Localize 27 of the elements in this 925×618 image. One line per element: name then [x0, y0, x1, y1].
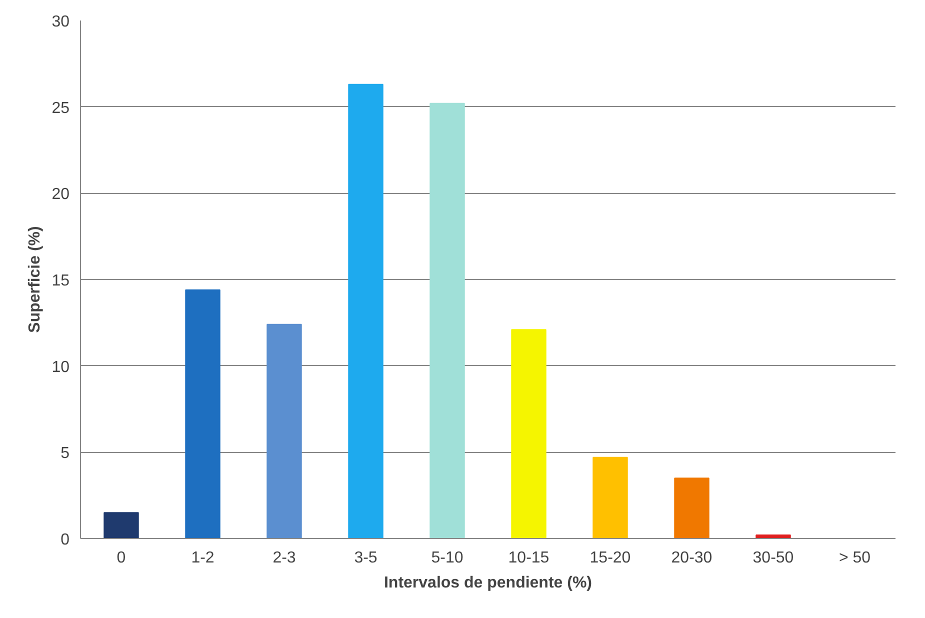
- y-tick-label: 10: [52, 358, 70, 376]
- x-tick-label: 5-10: [431, 550, 464, 566]
- x-tick-label: 20-30: [671, 550, 712, 566]
- x-tick-label: 2-3: [272, 550, 296, 566]
- bar: [104, 512, 139, 538]
- bar: [266, 324, 302, 538]
- x-tick-label: 1-2: [191, 550, 214, 566]
- y-axis-title: Superficie (%): [26, 226, 44, 333]
- bar: [348, 84, 384, 538]
- x-tick-label: 30-50: [752, 550, 794, 566]
- y-tick-label: 25: [52, 100, 70, 117]
- y-tick-label: 30: [52, 14, 70, 30]
- bar: [674, 478, 710, 538]
- y-tick-label: 20: [52, 186, 70, 204]
- x-tick-label: 0: [116, 550, 126, 566]
- y-tick-label: 5: [60, 445, 70, 462]
- x-axis-title: Intervalos de pendiente (%): [384, 574, 592, 592]
- y-tick-label: 15: [52, 272, 70, 290]
- bar: [592, 456, 628, 538]
- bar: [430, 102, 465, 538]
- y-tick-label: 0: [60, 532, 70, 548]
- x-tick-label: 3-5: [354, 550, 378, 566]
- x-tick-label: > 50: [838, 550, 871, 566]
- x-tick-label: 15-20: [590, 550, 631, 566]
- bar: [511, 329, 546, 538]
- bar: [185, 289, 220, 538]
- x-tick-label: 10-15: [508, 550, 550, 566]
